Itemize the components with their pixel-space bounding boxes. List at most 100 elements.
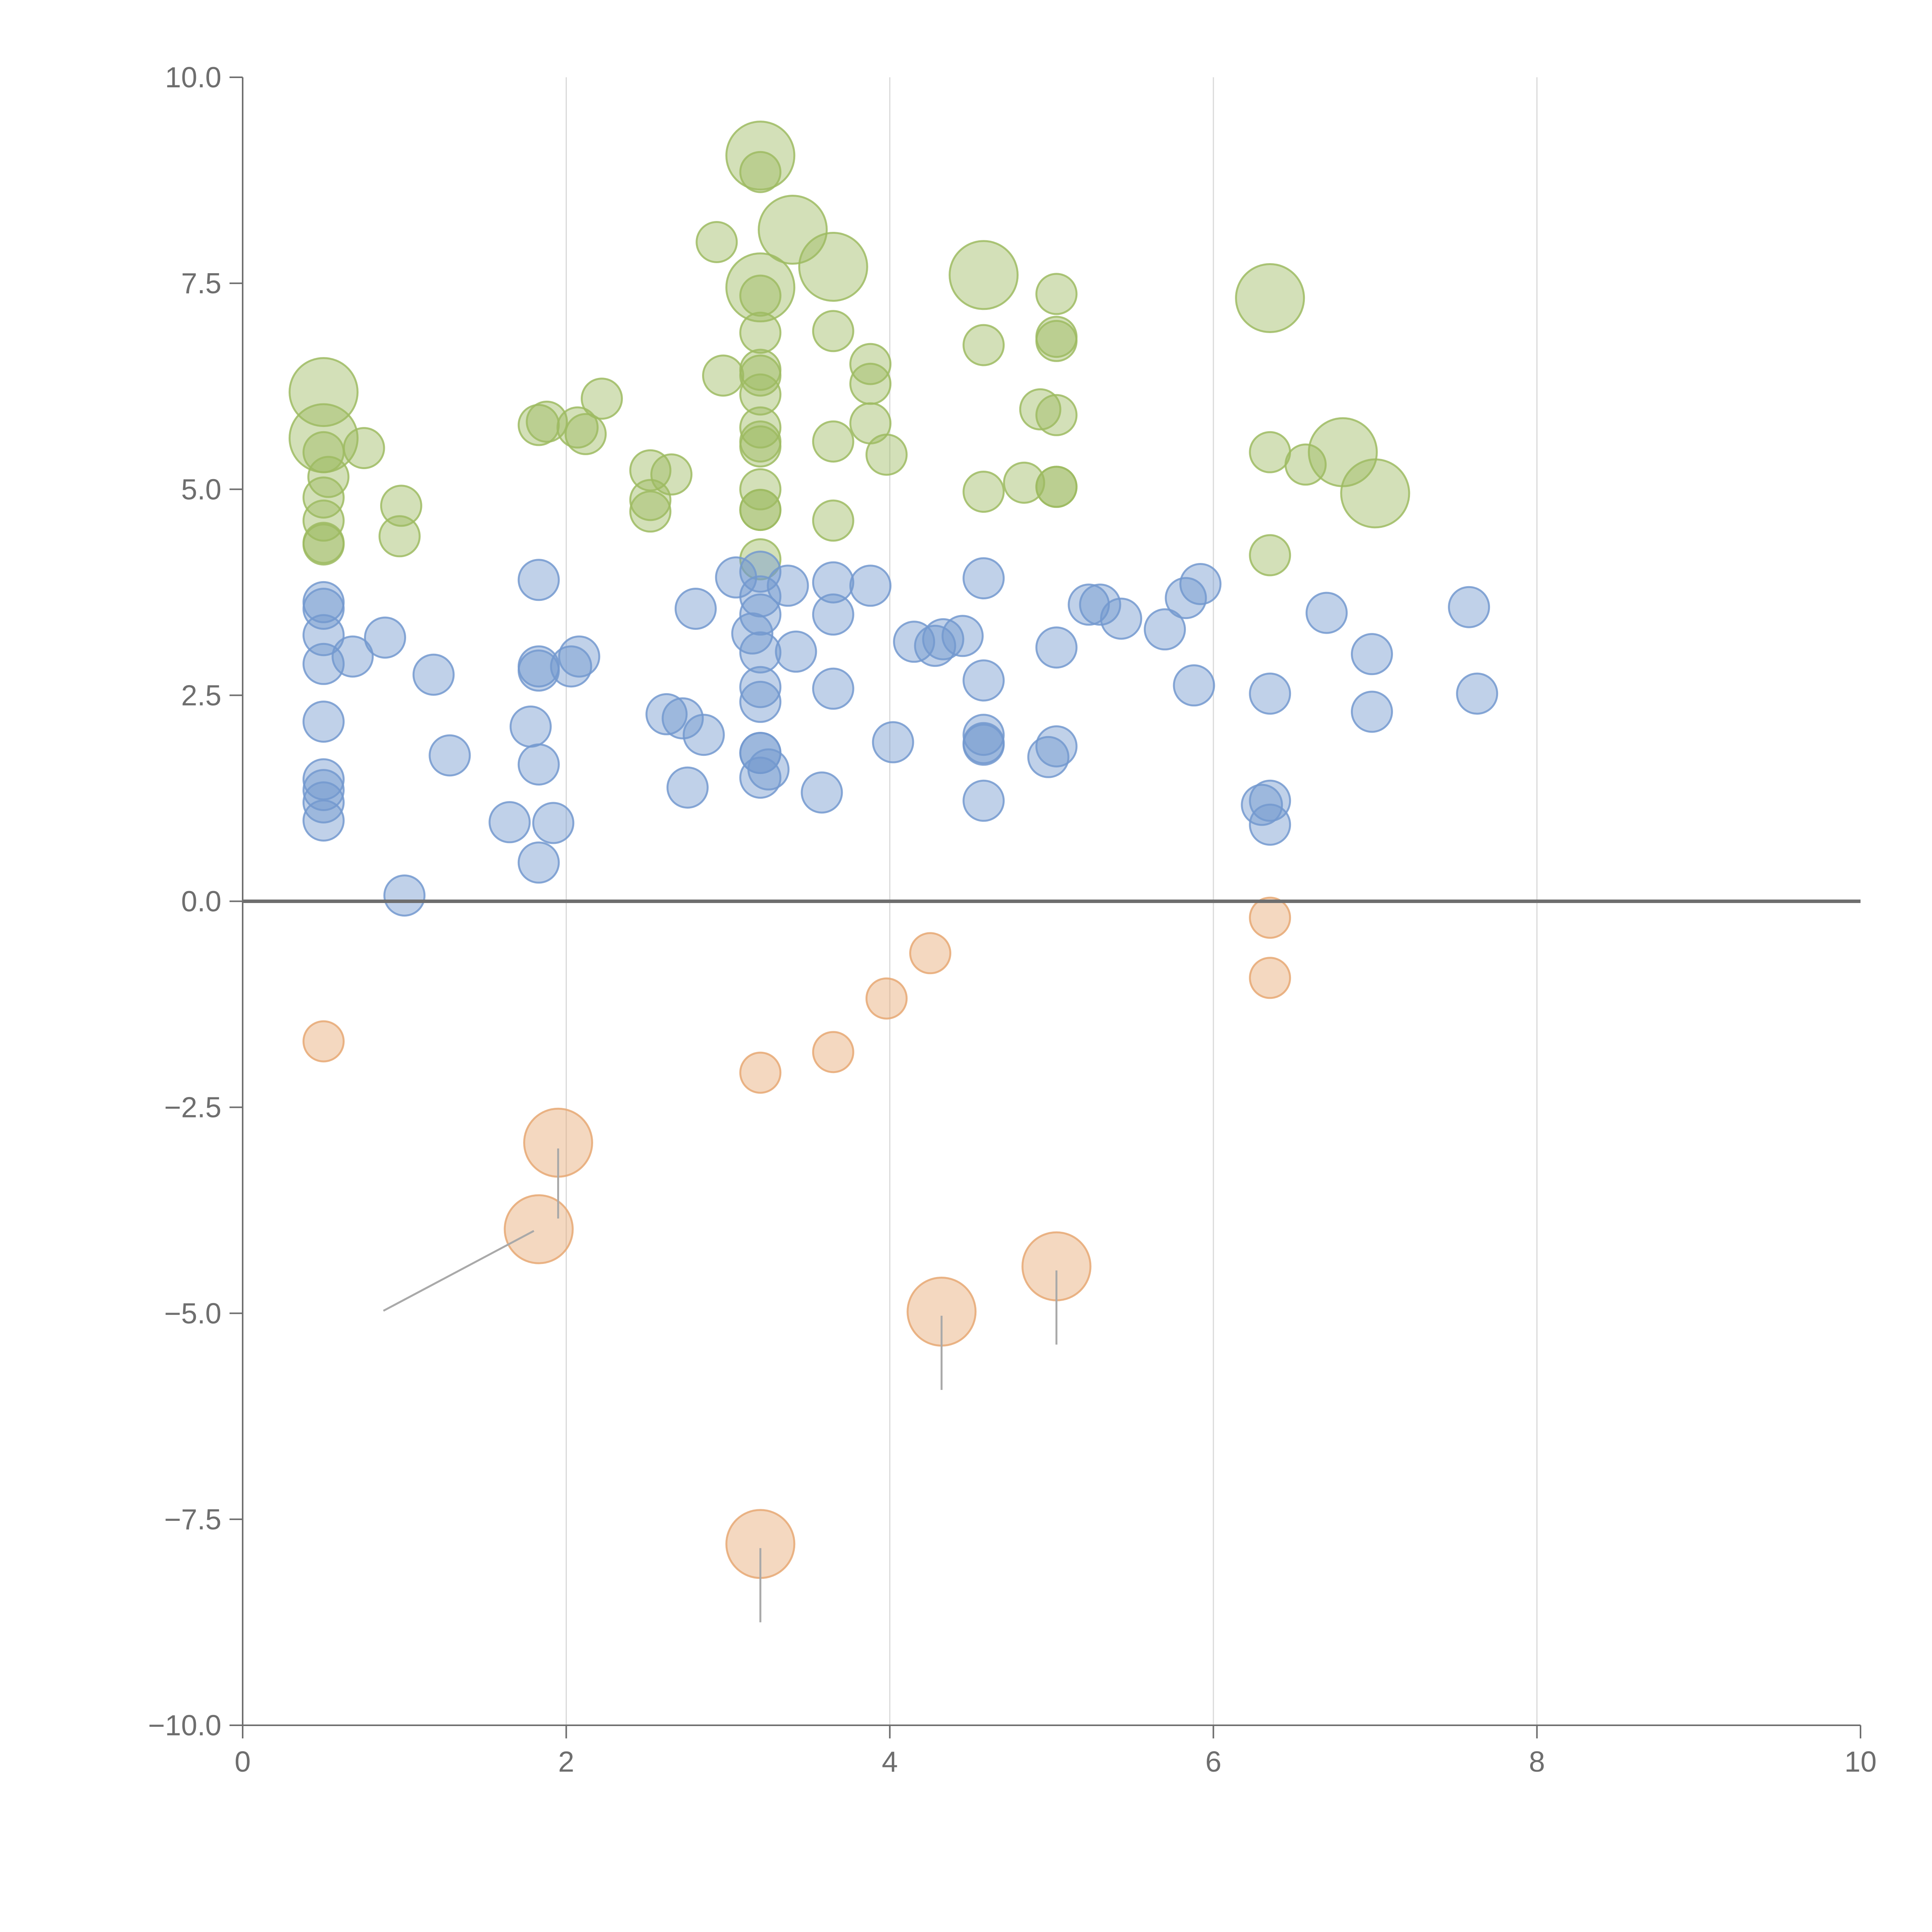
bubble-point — [302, 769, 345, 811]
bubble-point — [532, 802, 575, 844]
bubble-point — [383, 874, 426, 917]
bubble-point — [517, 649, 560, 692]
bubble-point — [302, 522, 345, 564]
bubble-point — [343, 427, 385, 469]
x-tick-label: 8 — [1529, 1745, 1545, 1778]
bubble-point — [1035, 466, 1078, 508]
bubble-point — [332, 635, 374, 678]
bubble-point — [1249, 672, 1291, 715]
bubble-point — [380, 485, 422, 527]
bubble-point — [739, 420, 782, 463]
bubble-point — [812, 420, 854, 463]
bubble-point — [674, 588, 717, 630]
bubble-point — [949, 240, 1019, 310]
bubble-point — [1035, 394, 1078, 436]
y-tick-label: 0.0 — [181, 885, 221, 918]
bubble-point — [739, 1051, 782, 1094]
bubble-point — [364, 616, 406, 659]
bubble-point — [1351, 690, 1393, 733]
bubble-point — [739, 551, 782, 593]
x-tick-label: 2 — [558, 1745, 575, 1778]
bubble-point — [1003, 461, 1045, 504]
bubble-point — [629, 490, 672, 533]
bubble-point — [1249, 896, 1291, 939]
bubble-point — [1351, 633, 1393, 675]
bubble-point — [798, 232, 868, 302]
bubble-point — [565, 413, 607, 455]
bubble-point — [666, 766, 709, 809]
bubble-point — [739, 666, 782, 708]
bubble-point — [963, 324, 1005, 366]
bubble-point — [812, 561, 854, 604]
bubble-point — [503, 1194, 574, 1264]
bubble-point — [801, 771, 843, 814]
bubbles — [288, 121, 1498, 1622]
bubble-point — [1448, 586, 1490, 628]
bubble-point — [517, 559, 560, 601]
bubble-point — [963, 659, 1005, 702]
bubble-point — [645, 693, 688, 735]
bubble-point — [307, 456, 350, 498]
bubble-point — [739, 680, 782, 723]
bubble-point — [556, 406, 599, 449]
bubble-point — [1019, 388, 1061, 430]
bubble-point — [963, 723, 1005, 766]
bubble-point — [526, 400, 568, 443]
bubble-point — [941, 615, 984, 657]
bubble-point — [812, 1031, 854, 1073]
bubble-point — [629, 479, 672, 521]
bubble-point — [872, 721, 914, 764]
y-tick-label: 10.0 — [165, 61, 221, 94]
bubble-point — [914, 624, 956, 667]
bubble-point — [812, 667, 854, 710]
bubble-point — [865, 977, 908, 1020]
x-tick-label: 6 — [1205, 1745, 1221, 1778]
bubble-point — [1249, 534, 1291, 577]
bubble-point — [1068, 583, 1110, 626]
bubble-point — [302, 701, 345, 743]
bubble-point — [1173, 664, 1215, 707]
bubble-point — [963, 779, 1005, 822]
bubble-point — [1035, 320, 1078, 362]
bubble-point — [488, 801, 531, 844]
bubble-point — [758, 195, 828, 265]
leader-line — [383, 1230, 534, 1312]
bubble-point — [1079, 583, 1121, 626]
bubble-point — [739, 489, 782, 531]
y-tick-label: 5.0 — [181, 473, 221, 505]
bubble-point — [302, 781, 345, 824]
bubble-point — [1340, 458, 1410, 529]
bubble-point — [302, 588, 345, 630]
bubble-point — [629, 449, 672, 492]
bubble-point — [775, 630, 817, 673]
bubble-point — [1165, 577, 1207, 619]
bubble-point — [812, 593, 854, 636]
bubble-point — [378, 515, 421, 558]
bubble-point — [302, 758, 345, 801]
bubble-point — [739, 631, 782, 673]
bubble-point — [581, 378, 623, 420]
bubble-point — [412, 653, 455, 696]
bubble-point — [909, 932, 951, 975]
axes: 10.0 7.5 5.0 2.5 0.0 −2.5 −5.0 −7.5 −10.0 0 2 4 6 8 10 — [148, 61, 1877, 1778]
bubble-point — [739, 538, 782, 580]
bubble-point — [812, 499, 854, 542]
x-tick-label: 0 — [235, 1745, 251, 1778]
bubble-point — [1249, 779, 1291, 822]
bubble-point — [849, 565, 892, 607]
bubble-point — [1249, 431, 1291, 473]
y-tick-label: −2.5 — [164, 1091, 221, 1124]
y-tick-label: 7.5 — [181, 267, 221, 299]
bubble-point — [739, 575, 782, 617]
bubble-point — [517, 841, 560, 884]
bubble-point — [662, 697, 704, 740]
bubble-point — [1144, 608, 1186, 651]
bubble-point — [1100, 597, 1142, 640]
bubble-point — [739, 757, 782, 799]
bubble-point — [1249, 803, 1291, 846]
bubble-point — [696, 221, 738, 263]
bubble-point — [725, 252, 796, 323]
y-tick-label: −5.0 — [164, 1297, 221, 1330]
bubble-point — [739, 354, 782, 397]
